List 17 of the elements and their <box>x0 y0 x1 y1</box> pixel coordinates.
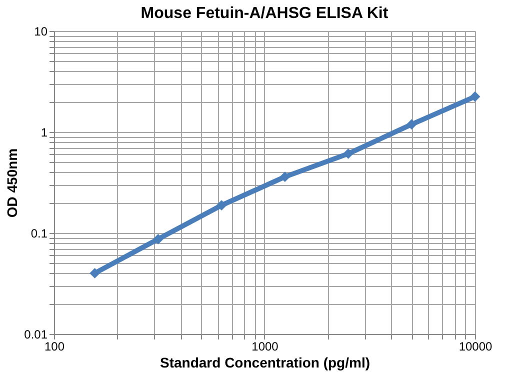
y-tick-label: 1 <box>40 126 48 140</box>
chart-title: Mouse Fetuin-A/AHSG ELISA Kit <box>140 5 389 22</box>
point <box>343 148 354 159</box>
point <box>280 172 290 182</box>
x-tick-label: 1000 <box>252 340 279 354</box>
y-tick-label: 0.1 <box>30 226 48 240</box>
x-tick-label: 100 <box>44 340 65 354</box>
point <box>216 200 227 211</box>
y-axis-title: OD 450nm <box>4 148 20 218</box>
x-axis-title: Standard Concentration (pg/ml) <box>160 354 370 370</box>
point <box>152 234 164 244</box>
x-tick-label: 10000 <box>458 340 493 354</box>
point <box>470 91 480 102</box>
point <box>406 119 417 130</box>
point <box>90 268 100 278</box>
y-tick-label: 10 <box>34 24 48 38</box>
y-tick-label: 0.01 <box>24 328 48 342</box>
